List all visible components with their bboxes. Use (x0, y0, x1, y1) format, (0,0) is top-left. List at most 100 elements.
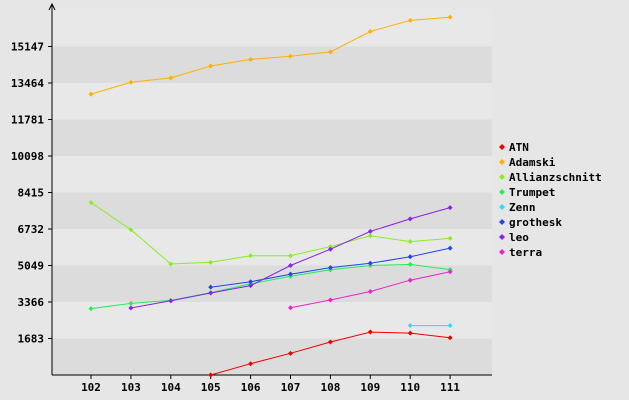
data-point (327, 244, 333, 250)
legend-marker (499, 159, 505, 165)
legend-item: ATN (499, 141, 529, 154)
legend-marker (499, 204, 505, 210)
series-allianzschnitt (88, 200, 453, 267)
grid-band (52, 338, 492, 375)
data-point (367, 260, 373, 266)
data-point (407, 17, 413, 23)
x-tick-label: 105 (201, 381, 221, 394)
data-point (367, 289, 373, 295)
series-line (90, 202, 451, 265)
data-point (407, 277, 413, 283)
series-atn (208, 329, 453, 378)
legend-item: Adamski (499, 156, 556, 169)
grid-band (52, 119, 492, 156)
y-tick-label: 3366 (18, 296, 45, 309)
legend-item: grothesk (499, 216, 562, 229)
data-point (168, 261, 174, 267)
data-point (367, 228, 373, 234)
grid-band (52, 229, 492, 266)
legend-label: grothesk (509, 216, 562, 229)
data-point (128, 300, 134, 306)
series-zenn (407, 323, 453, 329)
data-point (288, 253, 293, 259)
legend-label: Allianzschnitt (509, 171, 602, 184)
data-point (288, 305, 293, 311)
data-point (248, 361, 254, 367)
data-point (447, 14, 453, 20)
data-point (407, 254, 413, 260)
data-point (288, 262, 293, 268)
data-point (407, 330, 413, 336)
data-point (88, 91, 94, 97)
data-point (447, 205, 453, 211)
series-line (90, 16, 451, 95)
y-tick-label: 5049 (18, 260, 45, 273)
x-tick-label: 106 (241, 381, 261, 394)
x-tick-label: 104 (161, 381, 181, 394)
legend-label: Zenn (509, 201, 536, 214)
data-point (447, 335, 453, 341)
data-point (208, 284, 214, 290)
series-leo (128, 205, 453, 311)
data-point (327, 246, 333, 252)
y-tick-label: 11781 (11, 114, 44, 127)
data-point (208, 63, 214, 69)
x-tick-label: 111 (440, 381, 460, 394)
data-point (327, 265, 333, 271)
data-point (407, 261, 413, 267)
legend-marker (499, 234, 505, 240)
x-tick-label: 103 (121, 381, 141, 394)
grid-band (52, 156, 492, 193)
legend-item: Zenn (499, 201, 536, 214)
data-point (288, 271, 293, 277)
grid-band (52, 83, 492, 120)
legend-item: terra (499, 246, 542, 259)
y-tick-label: 13464 (11, 77, 44, 90)
axes (48, 2, 492, 376)
data-point (327, 49, 333, 55)
legend-label: leo (509, 231, 529, 244)
plot-background-bands (52, 10, 492, 375)
data-point (128, 79, 134, 85)
y-tick-label: 6732 (18, 223, 45, 236)
data-point (248, 279, 254, 285)
grid-band (52, 265, 492, 302)
legend-label: terra (509, 246, 542, 259)
x-axis-ticks: 102 103 104 105 106 107 108 109 110 111 (81, 375, 460, 394)
data-point (128, 227, 134, 233)
data-point (128, 305, 134, 311)
data-point (248, 56, 254, 62)
data-point (367, 233, 373, 239)
series-line (90, 263, 451, 310)
x-tick-label: 109 (360, 381, 380, 394)
grid-band (52, 192, 492, 229)
legend: ATN Adamski Allianzschnitt Trumpet Zenn groth… (499, 141, 602, 259)
legend-label: Trumpet (509, 186, 555, 199)
data-point (208, 259, 214, 265)
legend-marker (499, 219, 505, 225)
data-point (367, 329, 373, 335)
data-point (88, 200, 94, 206)
legend-item: Allianzschnitt (499, 171, 602, 184)
data-point (248, 283, 254, 289)
legend-marker (499, 189, 505, 195)
data-point (447, 269, 453, 275)
data-point (168, 75, 174, 81)
grid-band (52, 10, 492, 47)
legend-item: leo (499, 231, 529, 244)
data-point (327, 297, 333, 303)
x-tick-label: 107 (281, 381, 301, 394)
data-point (208, 372, 214, 378)
x-tick-label: 108 (320, 381, 340, 394)
data-point (447, 235, 453, 241)
legend-label: Adamski (509, 156, 556, 169)
x-tick-label: 110 (400, 381, 420, 394)
data-point (447, 245, 453, 251)
legend-marker (499, 174, 505, 180)
y-axis-ticks: 1683 3366 5049 6732 8415 10098 11781 13464 15147 (11, 41, 52, 346)
grid-band (52, 302, 492, 339)
x-tick-label: 102 (81, 381, 101, 394)
data-point (248, 253, 254, 259)
